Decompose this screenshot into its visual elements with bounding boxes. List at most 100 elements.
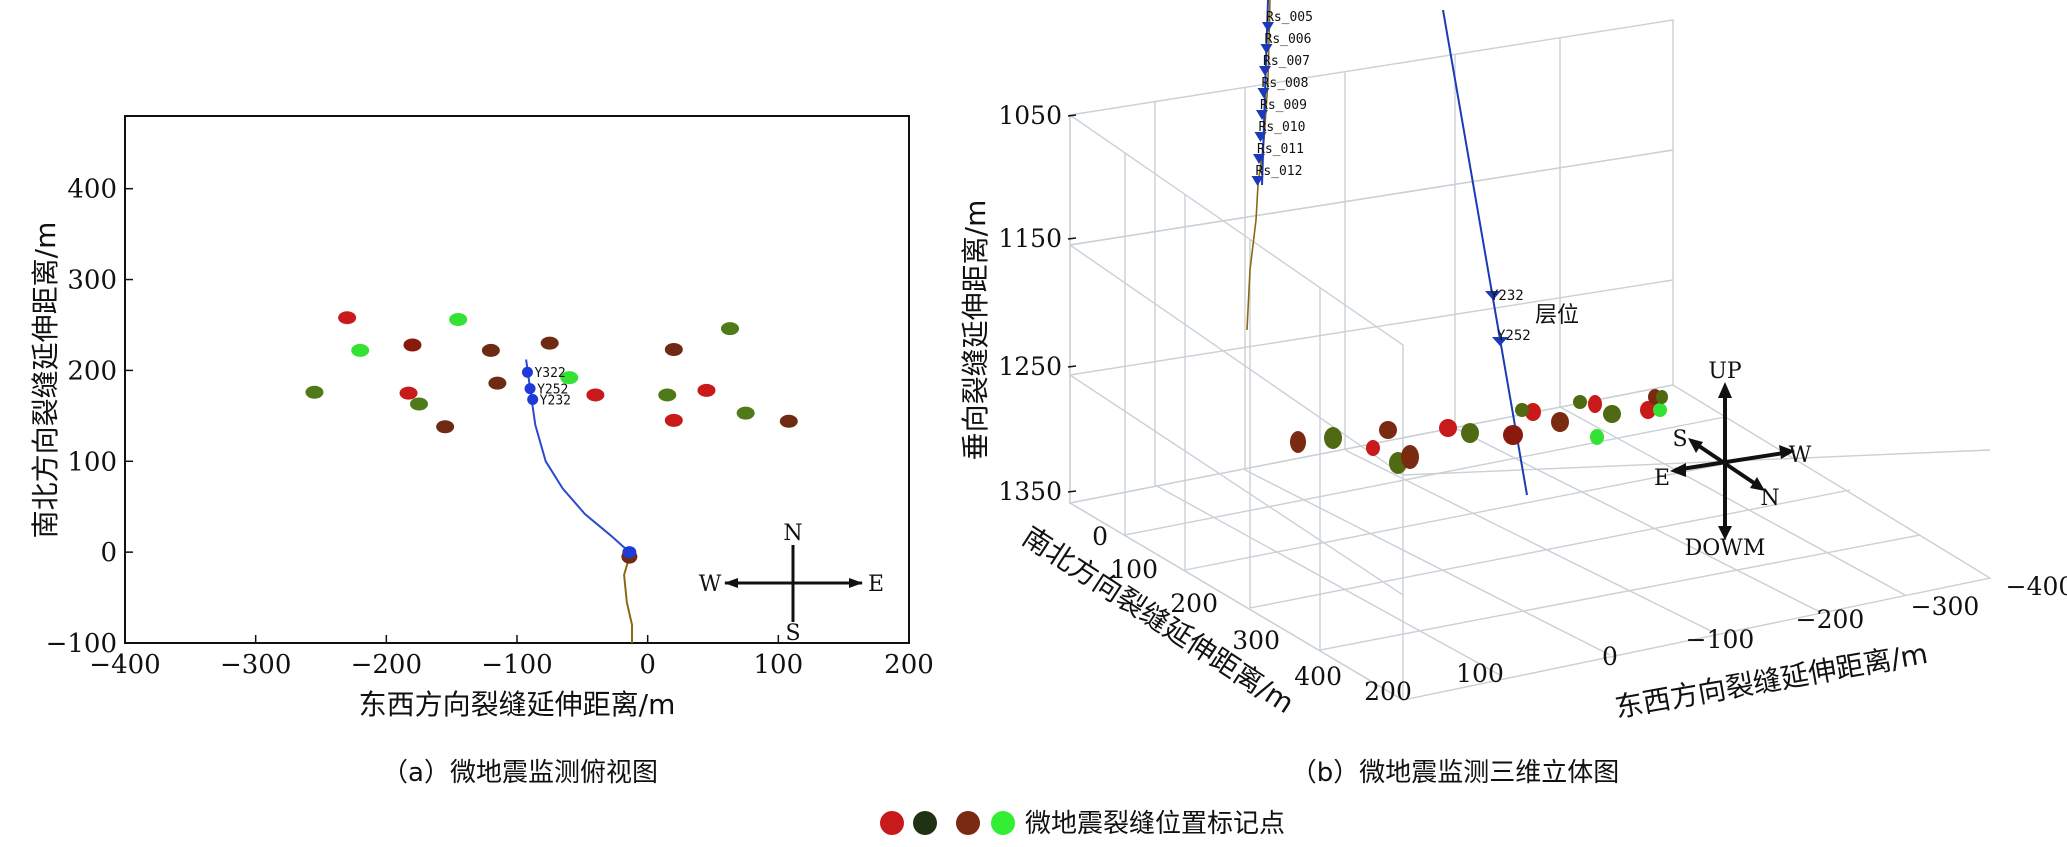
point-3d (1439, 419, 1457, 437)
y-tick-label: −100 (46, 629, 117, 659)
x-tick-label: 0 (1602, 642, 1618, 671)
x-tick-label: 100 (754, 650, 804, 680)
data-point (338, 311, 357, 325)
plot-area-a (124, 115, 910, 644)
point-3d (1515, 403, 1529, 417)
compass-b: UP DOWM S W E N (1654, 359, 1812, 561)
data-point (403, 338, 422, 352)
x-tick-label: −100 (481, 650, 552, 680)
perforation-point (521, 366, 533, 378)
monitor-stations-b: Rs_005 Rs_006 Rs_007 Rs_008 Rs_009 Rs_010 Rs_0… (1251, 10, 1313, 186)
point-3d (1290, 431, 1306, 453)
data-point (305, 385, 324, 399)
station-label: Rs_007 (1263, 54, 1310, 69)
layer-label-b: 层位 (1535, 303, 1579, 328)
perforation-point (527, 393, 539, 405)
legend-swatch-dark (913, 811, 937, 835)
perforation-point (524, 383, 536, 395)
z-tick-mark (1067, 490, 1077, 493)
perf-label-b: Y252 (1497, 328, 1531, 344)
z-tick-mark (1067, 237, 1077, 240)
x-tick-label: 0 (639, 650, 656, 680)
grid-3d (1068, 19, 1992, 702)
perforation-label: Y252 (537, 383, 568, 398)
station-label: Rs_006 (1265, 32, 1312, 47)
compass-n: N (783, 521, 802, 546)
y-tick-label: 300 (1232, 626, 1280, 655)
y-tick-label: 100 (67, 447, 117, 477)
compass-a: N S W E (699, 521, 884, 646)
point-3d (1366, 440, 1380, 456)
x-tick-label: 200 (1364, 677, 1412, 706)
point-3d (1640, 401, 1656, 419)
compass-up: UP (1708, 359, 1742, 384)
y-ticks-a: −100 0 100 200 300 400 (46, 175, 133, 659)
compass-e3d: E (1654, 466, 1670, 491)
z-tick-mark (1067, 365, 1077, 368)
x-ticks-a: −400 −300 −200 −100 0 100 200 (89, 635, 934, 680)
y-tick-label: 100 (1110, 555, 1158, 584)
caption-a: （a）微地震监测俯视图 (382, 758, 658, 788)
data-point (449, 313, 468, 327)
y-axis-title-a: 南北方向裂缝延伸距离/m (29, 222, 62, 539)
panel-a: −400 −300 −200 −100 0 100 200 −100 0 100 200 300 40… (29, 115, 934, 788)
monitor-well-path (623, 556, 633, 643)
perforation-label: Y232 (540, 393, 571, 408)
x-tick-label: −200 (1796, 605, 1865, 634)
point-3d (1401, 445, 1419, 469)
point-3d (1379, 421, 1397, 439)
station-marker (1262, 22, 1274, 32)
point-3d (1590, 429, 1604, 445)
station-marker (1259, 66, 1271, 76)
x-tick-label: −400 (2006, 572, 2067, 601)
compass-n3d: N (1760, 486, 1779, 511)
caption-b: （b）微地震监测三维立体图 (1291, 758, 1620, 788)
data-point (664, 343, 683, 357)
station-marker (1254, 132, 1267, 142)
data-point (351, 343, 370, 357)
point-3d (1656, 390, 1668, 404)
x-ticks-b: 200 100 0 −100 −200 −300 −400 (1364, 572, 2067, 706)
y-tick-label: 200 (1170, 589, 1218, 618)
station-marker (1251, 176, 1264, 186)
station-marker (1256, 110, 1268, 120)
y-tick-label: 200 (67, 356, 117, 386)
station-label: Rs_008 (1262, 76, 1309, 91)
data-point (586, 388, 605, 402)
x-tick-label: 200 (884, 650, 934, 680)
y-tick-label: 0 (100, 538, 117, 568)
x-axis-title-a: 东西方向裂缝延伸距离/m (359, 688, 676, 721)
data-point (736, 406, 755, 420)
perforation-label: Y322 (534, 366, 565, 381)
point-3d (1551, 412, 1569, 432)
z-tick-label: 1250 (998, 352, 1062, 381)
point-3d (1653, 403, 1667, 417)
compass-e: E (868, 572, 884, 597)
legend-label: 微地震裂缝位置标记点 (1025, 809, 1285, 839)
point-3d (1525, 403, 1541, 421)
point-3d (1461, 423, 1479, 443)
data-points-b (1290, 389, 1668, 474)
legend-swatch-brown (956, 811, 980, 835)
perf-marker-b (1492, 337, 1508, 346)
station-label: Rs_012 (1256, 164, 1303, 179)
y-tick-label: 300 (67, 266, 117, 296)
point-3d (1603, 405, 1621, 423)
z-axis-title-b: 垂向裂缝延伸距离/m (959, 200, 992, 461)
z-ticks-b: 1050 1150 1250 1350 (998, 101, 1077, 506)
station-label: Rs_005 (1266, 10, 1313, 25)
treatment-wellhead (622, 546, 637, 559)
y-tick-label: 400 (1294, 662, 1342, 691)
z-tick-label: 1350 (998, 477, 1062, 506)
x-tick-label: −300 (1911, 592, 1980, 621)
data-point (436, 420, 455, 434)
y-tick-label: 400 (67, 175, 117, 205)
data-point (697, 383, 716, 397)
data-point (560, 371, 579, 385)
data-point (779, 414, 798, 428)
z-tick-label: 1150 (998, 224, 1062, 253)
z-tick-label: 1050 (998, 101, 1062, 130)
